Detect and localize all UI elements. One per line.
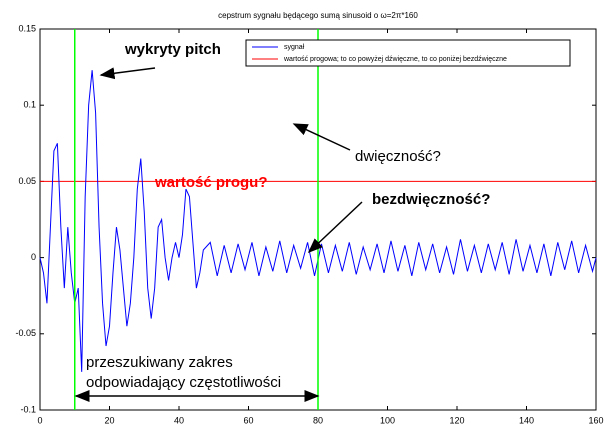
legend-label: wartość progowa; to co powyżej dźwięczne… — [283, 56, 507, 63]
legend-box — [245, 39, 571, 67]
x-tick-label: 80 — [313, 415, 323, 425]
x-tick-label: 160 — [588, 415, 603, 425]
y-tick-label: 0.05 — [18, 176, 36, 186]
y-tick-label: 0 — [31, 252, 36, 262]
chart-title: cepstrum sygnału będącego sumą sinusoid … — [218, 11, 418, 20]
x-tick-label: 100 — [380, 415, 395, 425]
x-tick-label: 140 — [519, 415, 534, 425]
annotation: odpowiadający częstotliwości — [86, 374, 281, 391]
arrow — [99, 67, 156, 80]
series-line — [39, 70, 597, 372]
annotation: bezdwięczność? — [372, 191, 490, 208]
annotation: przeszukiwany zakres — [86, 354, 233, 371]
x-tick-label: 20 — [104, 415, 114, 425]
legend-label: sygnał — [284, 44, 305, 51]
annotation: wartość progu? — [154, 174, 268, 191]
y-tick-label: -0.05 — [15, 328, 36, 338]
y-tick-label: -0.1 — [20, 404, 36, 414]
arrow — [292, 123, 351, 151]
x-tick-label: 40 — [174, 415, 184, 425]
x-tick-label: 60 — [243, 415, 253, 425]
annotation: wykryty pitch — [124, 41, 221, 58]
y-tick-label: 0.1 — [23, 100, 36, 110]
arrow — [307, 201, 363, 254]
annotation: dwięczność? — [355, 148, 441, 165]
legend: sygnał wartość progowa; to co powyżej dźw… — [245, 39, 571, 67]
y-tick-label: 0.15 — [18, 23, 36, 33]
x-tick-label: 0 — [37, 415, 42, 425]
x-tick-label: 120 — [449, 415, 464, 425]
